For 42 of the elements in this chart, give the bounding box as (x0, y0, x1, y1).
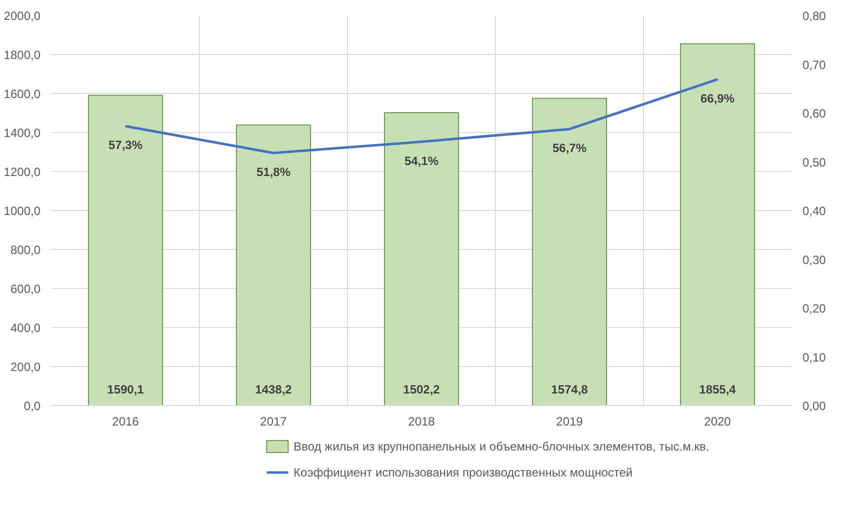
bar (236, 124, 311, 406)
y2-tick-label: 0,60 (802, 106, 826, 120)
x-tick-label: 2018 (408, 414, 436, 428)
data-label: 1590,1 (107, 382, 144, 396)
y-tick-label: 1200,0 (4, 165, 41, 179)
y2-tick-label: 0,80 (802, 9, 826, 23)
data-label: 1855,4 (699, 382, 736, 396)
y2-tick-label: 0,50 (802, 155, 826, 170)
x-tick-label: 2020 (704, 414, 732, 428)
bar (532, 98, 607, 406)
y-tick-label: 1400,0 (4, 126, 41, 140)
y-tick-label: 2000,0 (4, 9, 41, 23)
legend-label: Ввод жилья из крупнопанельных и объемно-блочных элементов, тыс.м.кв. (294, 440, 710, 454)
y-tick-label: 0,0 (24, 399, 41, 413)
bar (384, 112, 459, 406)
data-label: 1574,8 (551, 382, 588, 396)
y2-tick-label: 0,00 (802, 399, 826, 413)
data-label: 1438,2 (255, 382, 292, 396)
bar (680, 43, 755, 406)
y2-tick-label: 0,30 (802, 252, 826, 267)
y2-tick-label: 0,20 (802, 302, 826, 316)
y2-tick-label: 0,40 (802, 204, 826, 218)
x-tick-label: 2017 (260, 414, 288, 428)
data-label: 1502,2 (403, 382, 440, 396)
y2-tick-label: 0,10 (802, 350, 826, 364)
data-label: 57,3% (108, 138, 143, 152)
data-label: 66,9% (700, 91, 735, 106)
data-label: 56,7% (552, 141, 587, 156)
data-label: 51,8% (256, 164, 291, 179)
y-tick-label: 1000,0 (4, 204, 41, 218)
y-tick-label: 800,0 (10, 243, 41, 257)
y-tick-label: 400,0 (10, 321, 41, 335)
x-tick-label: 2019 (556, 414, 584, 428)
y-tick-label: 1800,0 (4, 48, 41, 62)
bar (88, 94, 163, 406)
data-label: 54,1% (404, 154, 439, 168)
legend-label: Коэффициент использования производственных мощностей (294, 466, 633, 480)
y-tick-label: 1600,0 (4, 87, 41, 101)
x-tick-label: 2016 (112, 414, 140, 428)
y-tick-label: 200,0 (10, 360, 41, 374)
y-tick-label: 600,0 (10, 282, 41, 296)
y2-tick-label: 0,70 (802, 58, 826, 72)
